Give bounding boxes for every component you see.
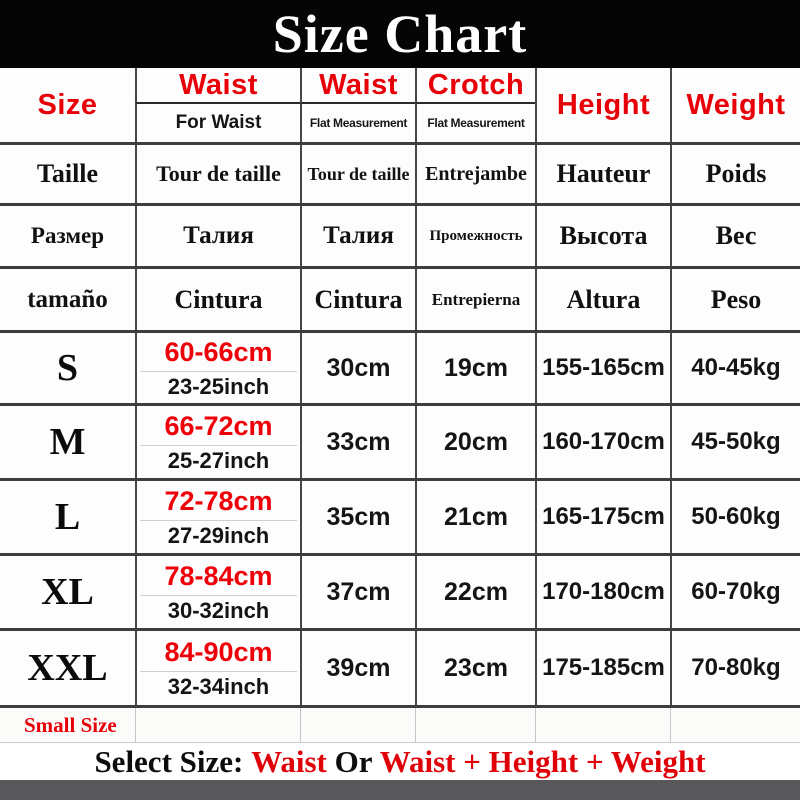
size-row-l: L 72-78cm 27-29inch 35cm 21cm 165-175cm … xyxy=(0,478,800,553)
height-value: 175-185cm xyxy=(535,631,670,705)
height-value: 170-180cm xyxy=(535,556,670,628)
instruction-part: Select Size: xyxy=(94,743,252,779)
waist-cm-value: 78-84cm xyxy=(164,560,273,591)
table-header: Size Waist Waist Crotch Height Weight Fo… xyxy=(0,68,800,142)
size-row-s: S 60-66cm 23-25inch 30cm 19cm 155-165cm … xyxy=(0,330,800,403)
size-label: L xyxy=(54,496,81,538)
small-size-row: Small Size xyxy=(0,705,800,742)
title-banner: Size Chart xyxy=(0,0,800,68)
height-value: 155-165cm xyxy=(535,333,670,403)
label-waist-fr: Tour de taille xyxy=(135,145,300,203)
translation-row-spanish: tamaño Cintura Cintura Entrepierna Altur… xyxy=(0,266,800,330)
col-subheader-crotch-flat: Flat Measurement xyxy=(415,104,535,142)
waist-cm-value: 60-66cm xyxy=(164,336,273,367)
waist-inch-value: 27-29inch xyxy=(167,522,270,548)
cell-divider xyxy=(140,444,297,446)
label-crotch-fr: Entrejambe xyxy=(415,145,535,203)
waist-inch-value: 30-32inch xyxy=(167,597,270,623)
height-value: 165-175cm xyxy=(535,481,670,553)
label-crotch-ru: Промежность xyxy=(415,206,535,266)
label-waist-flat-ru: Талия xyxy=(300,206,415,266)
label-size-fr: Taille xyxy=(36,159,99,188)
cell-divider xyxy=(140,370,297,372)
label-waist-flat-es: Cintura xyxy=(300,269,415,330)
cell-divider xyxy=(140,519,297,521)
empty-cell xyxy=(300,708,415,742)
empty-cell xyxy=(670,708,800,742)
label-weight-fr: Poids xyxy=(670,145,800,203)
weight-value: 60-70kg xyxy=(670,556,800,628)
waist-inch-value: 23-25inch xyxy=(167,373,270,399)
translation-row-russian: Размер Талия Талия Промежность Высота Ве… xyxy=(0,203,800,266)
waist-inch-value: 32-34inch xyxy=(167,673,270,699)
size-label: S xyxy=(56,347,79,389)
small-size-label: Small Size xyxy=(24,712,117,737)
page-title: Size Chart xyxy=(272,4,528,64)
weight-value: 40-45kg xyxy=(670,333,800,403)
label-waist-ru: Талия xyxy=(135,206,300,266)
waist-range-cell: 78-84cm 30-32inch xyxy=(135,556,300,628)
crotch-value: 21cm xyxy=(415,481,535,553)
empty-cell xyxy=(535,708,670,742)
size-row-xxl: XXL 84-90cm 32-34inch 39cm 23cm 175-185c… xyxy=(0,628,800,705)
crotch-value: 23cm xyxy=(415,631,535,705)
size-label: XXL xyxy=(27,647,108,689)
crotch-value: 22cm xyxy=(415,556,535,628)
label-waist-es: Cintura xyxy=(135,269,300,330)
label-size-es: tamaño xyxy=(27,285,108,313)
waist-cm-value: 84-90cm xyxy=(164,636,273,667)
size-row-xl: XL 78-84cm 30-32inch 37cm 22cm 170-180cm… xyxy=(0,553,800,628)
col-header-waist-flat: Waist xyxy=(300,68,415,104)
waist-range-cell: 84-90cm 32-34inch xyxy=(135,631,300,705)
waist-range-cell: 60-66cm 23-25inch xyxy=(135,333,300,403)
label-weight-ru: Вес xyxy=(670,206,800,266)
col-header-waist: Waist xyxy=(135,68,300,104)
waist-cm-value: 66-72cm xyxy=(164,410,273,441)
col-subheader-for-waist: For Waist xyxy=(135,104,300,142)
col-header-weight: Weight xyxy=(670,68,800,142)
instruction-part: Waist + Height + Weight xyxy=(379,743,706,779)
col-header-crotch: Crotch xyxy=(415,68,535,104)
size-label: M xyxy=(49,421,86,463)
waist-range-cell: 66-72cm 25-27inch xyxy=(135,406,300,478)
waist-range-cell: 72-78cm 27-29inch xyxy=(135,481,300,553)
crotch-value: 19cm xyxy=(415,333,535,403)
waist-flat-value: 35cm xyxy=(300,481,415,553)
label-height-fr: Hauteur xyxy=(535,145,670,203)
empty-cell xyxy=(415,708,535,742)
weight-value: 45-50kg xyxy=(670,406,800,478)
instruction-part: Or xyxy=(326,743,380,779)
waist-flat-value: 37cm xyxy=(300,556,415,628)
weight-value: 50-60kg xyxy=(670,481,800,553)
height-value: 160-170cm xyxy=(535,406,670,478)
col-header-size: Size xyxy=(37,88,98,121)
label-crotch-es: Entrepierna xyxy=(415,269,535,330)
label-size-ru: Размер xyxy=(30,223,105,248)
waist-cm-value: 72-78cm xyxy=(164,485,273,516)
waist-flat-value: 39cm xyxy=(300,631,415,705)
instruction-part: Waist xyxy=(251,743,327,779)
crotch-value: 20cm xyxy=(415,406,535,478)
label-waist-flat-fr: Tour de taille xyxy=(300,145,415,203)
bottom-bar xyxy=(0,780,800,800)
translation-row-french: Taille Tour de taille Tour de taille Ent… xyxy=(0,142,800,203)
waist-flat-value: 30cm xyxy=(300,333,415,403)
size-label: XL xyxy=(41,571,94,613)
cell-divider xyxy=(140,670,297,672)
waist-flat-value: 33cm xyxy=(300,406,415,478)
label-height-es: Altura xyxy=(535,269,670,330)
weight-value: 70-80kg xyxy=(670,631,800,705)
label-height-ru: Высота xyxy=(535,206,670,266)
label-weight-es: Peso xyxy=(670,269,800,330)
cell-divider xyxy=(140,594,297,596)
size-row-m: M 66-72cm 25-27inch 33cm 20cm 160-170cm … xyxy=(0,403,800,478)
col-header-height: Height xyxy=(535,68,670,142)
select-size-instruction: Select Size: Waist Or Waist + Height + W… xyxy=(0,742,800,780)
col-subheader-waist-flat: Flat Measurement xyxy=(300,104,415,142)
waist-inch-value: 25-27inch xyxy=(167,447,270,473)
empty-cell xyxy=(135,708,300,742)
